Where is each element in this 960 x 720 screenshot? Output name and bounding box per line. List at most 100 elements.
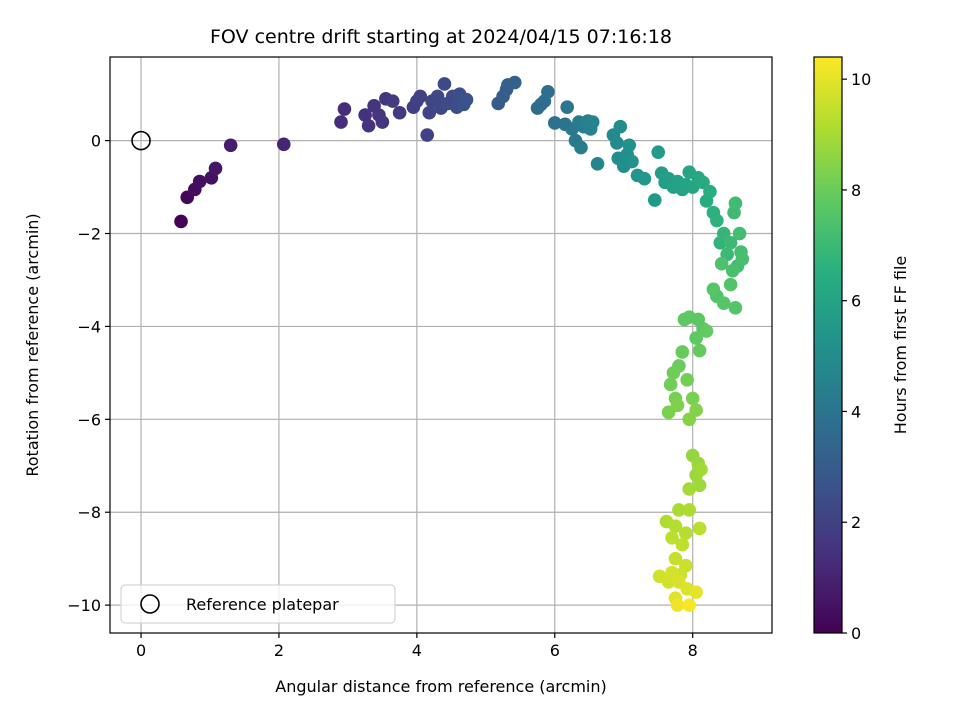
data-point-108 — [663, 377, 678, 392]
data-point-48 — [574, 140, 588, 155]
colorbar-tick-label-5: 10 — [851, 70, 871, 89]
colorbar-tick-label-1: 2 — [851, 513, 861, 532]
data-point-101 — [677, 312, 692, 327]
data-point-126 — [679, 526, 693, 540]
data-point-78 — [703, 184, 717, 199]
data-point-61 — [625, 154, 639, 169]
data-point-135 — [665, 565, 679, 580]
data-point-56 — [613, 119, 628, 134]
x-tick-label-4: 8 — [688, 641, 698, 660]
data-point-41 — [541, 85, 555, 99]
data-point-7 — [276, 137, 291, 152]
data-point-84 — [723, 236, 738, 250]
data-point-95 — [728, 301, 743, 315]
x-tick-label-1: 2 — [274, 641, 284, 660]
data-point-125 — [668, 519, 683, 533]
data-point-92 — [714, 256, 729, 271]
data-point-64 — [647, 193, 662, 207]
data-point-141 — [682, 598, 697, 612]
data-point-0 — [174, 214, 188, 229]
x-tick-label-2: 4 — [412, 641, 422, 660]
data-point-63 — [637, 171, 652, 186]
legend-marker-icon — [140, 594, 160, 614]
data-point-96 — [706, 282, 721, 297]
data-point-127 — [692, 521, 707, 536]
data-point-80 — [710, 213, 724, 228]
reference-platepar-marker — [131, 130, 151, 151]
data-point-6 — [223, 138, 238, 153]
legend-box — [120, 584, 396, 624]
colorbar-gradient — [813, 56, 843, 634]
data-point-97 — [716, 296, 731, 310]
data-point-120 — [694, 462, 708, 477]
x-tick-label-3: 6 — [550, 641, 560, 660]
data-point-94 — [723, 277, 738, 292]
y-tick-label-0: 0 — [91, 132, 101, 151]
data-point-104 — [692, 343, 707, 358]
colorbar: 0 2 4 6 8 10 Hours from first FF file — [813, 56, 910, 643]
x-tick-label-0: 0 — [136, 641, 146, 660]
colorbar-tick-label-2: 4 — [851, 402, 861, 421]
data-point-121 — [682, 482, 697, 496]
plot-frame — [109, 56, 773, 634]
data-point-8 — [334, 115, 348, 129]
data-point-65 — [651, 145, 666, 160]
data-point-44 — [560, 100, 574, 114]
data-point-82 — [716, 226, 731, 241]
data-point-128 — [665, 530, 679, 545]
grid-lines — [110, 57, 772, 633]
data-point-32 — [459, 92, 474, 107]
colorbar-tick-label-0: 0 — [851, 624, 861, 643]
data-point-86 — [728, 196, 743, 211]
data-point-3 — [192, 174, 207, 189]
data-point-16 — [385, 94, 400, 108]
data-point-102 — [689, 331, 703, 345]
colorbar-tick-label-4: 8 — [851, 181, 861, 200]
data-point-53 — [590, 157, 605, 171]
data-point-55 — [610, 136, 624, 150]
data-point-14 — [375, 115, 390, 129]
colorbar-label: Hours from first FF file — [891, 256, 910, 435]
data-point-107 — [666, 366, 681, 380]
data-point-76 — [696, 175, 710, 190]
colorbar-tick-label-3: 6 — [851, 292, 861, 311]
data-point-26 — [437, 77, 452, 91]
data-point-129 — [675, 537, 690, 552]
data-points — [174, 75, 750, 612]
y-axis-ticks: 0 −2 −4 −6 −8 −10 — [67, 132, 110, 615]
data-point-123 — [682, 503, 697, 517]
colorbar-ticks: 0 2 4 6 8 10 — [842, 70, 871, 643]
data-point-113 — [670, 398, 685, 413]
data-point-24 — [430, 89, 445, 104]
data-point-22 — [422, 105, 437, 120]
data-point-10 — [358, 108, 372, 122]
data-point-21 — [420, 128, 435, 142]
data-point-11 — [361, 118, 376, 133]
data-point-105 — [675, 345, 690, 359]
data-point-5 — [208, 161, 223, 176]
x-axis-ticks: 0 2 4 6 8 — [136, 633, 698, 660]
y-tick-label-4: −8 — [77, 503, 101, 522]
data-point-109 — [680, 373, 694, 387]
data-point-52 — [585, 115, 600, 129]
legend: Reference platepar — [120, 584, 396, 624]
y-tick-label-1: −2 — [77, 225, 101, 244]
data-point-111 — [685, 391, 700, 406]
legend-label: Reference platepar — [186, 595, 339, 614]
data-point-90 — [735, 252, 750, 266]
data-point-139 — [689, 585, 703, 599]
data-point-119 — [692, 478, 707, 493]
data-point-91 — [725, 263, 740, 278]
data-point-37 — [507, 75, 522, 90]
y-tick-label-5: −10 — [67, 596, 101, 615]
x-axis-label: Angular distance from reference (arcmin) — [275, 677, 606, 696]
data-point-103 — [699, 324, 714, 338]
data-point-88 — [732, 226, 747, 241]
data-point-140 — [670, 598, 685, 612]
data-point-115 — [682, 412, 697, 427]
data-point-130 — [668, 551, 683, 566]
data-point-9 — [337, 102, 352, 116]
y-tick-label-2: −4 — [77, 317, 101, 336]
data-point-20 — [413, 89, 428, 104]
